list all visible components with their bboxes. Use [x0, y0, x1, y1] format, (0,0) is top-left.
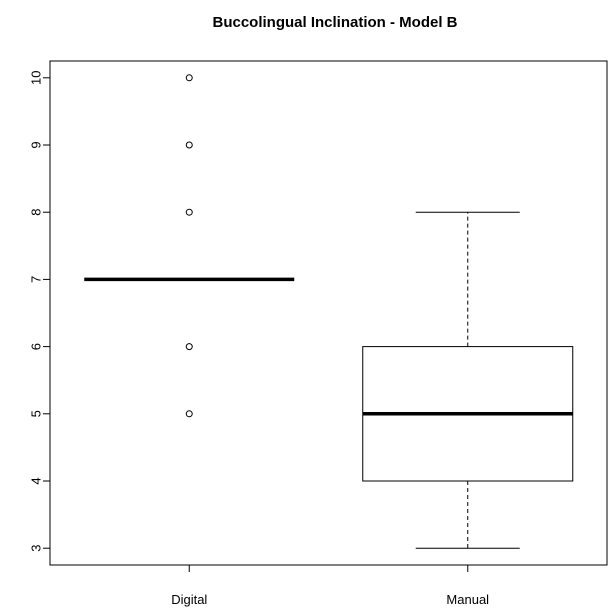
x-axis: Digital Manual: [171, 565, 489, 607]
y-tick-label: 6: [29, 343, 44, 350]
y-tick-label: 4: [29, 477, 44, 484]
outlier-point: [185, 74, 193, 82]
y-tick-label: 9: [29, 141, 44, 148]
box-manual: [362, 211, 574, 549]
outlier-point: [185, 343, 193, 351]
x-tick-label: Manual: [446, 592, 489, 607]
y-tick-label: 5: [29, 410, 44, 417]
y-tick-label: 8: [29, 209, 44, 216]
outlier-point: [185, 141, 193, 149]
boxes-group: [84, 74, 574, 549]
chart-title: Buccolingual Inclination - Model B: [212, 14, 457, 31]
y-tick-label: 3: [29, 545, 44, 552]
y-tick-label: 7: [29, 276, 44, 283]
y-axis: 3 4 5 6 7 8 9 10: [29, 71, 50, 552]
box-digital: [84, 74, 295, 418]
x-tick-label: Digital: [171, 592, 207, 607]
outlier-point: [185, 208, 193, 216]
y-tick-label: 10: [29, 71, 44, 85]
plot-frame: [49, 60, 608, 566]
outlier-point: [185, 410, 193, 418]
